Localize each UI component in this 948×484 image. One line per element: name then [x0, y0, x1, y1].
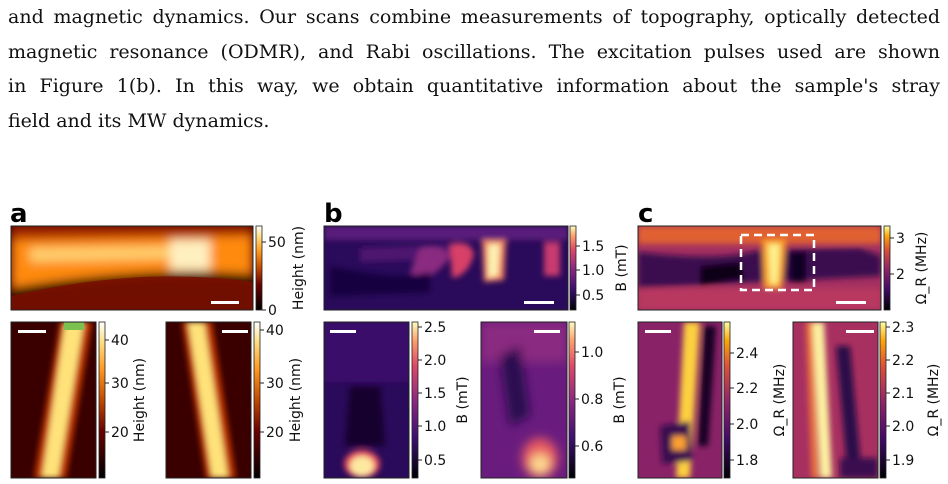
- body-paragraph: and magnetic dynamics. Our scans combine…: [8, 0, 940, 138]
- panel-label-c: c: [638, 199, 653, 229]
- tick-label: 1.0: [581, 345, 603, 361]
- tick-label: 2.4: [736, 346, 758, 362]
- tick-label: 2.2: [736, 381, 758, 397]
- colorbar-label: B (mT): [612, 376, 628, 423]
- tick-label: 2.0: [892, 419, 914, 435]
- tick-label: 0: [268, 303, 277, 319]
- colorbar-label: B (mT): [614, 244, 630, 291]
- rabi-map-top: [638, 226, 881, 310]
- field-map-bottom-left: [324, 322, 409, 478]
- colorbar-tick-marks: [105, 237, 894, 461]
- tick-label: 50: [268, 235, 286, 251]
- tick-label: 30: [111, 376, 129, 392]
- tick-label: 1.5: [424, 386, 446, 402]
- tick-label: 2.2: [892, 353, 914, 369]
- paragraph-line: magnetic resonance (ODMR), and Rabi osci…: [8, 40, 940, 63]
- tick-label: 2.5: [424, 320, 446, 336]
- colorbar-label: Ω_R (MHz): [914, 232, 930, 305]
- tick-label: 2.3: [892, 320, 914, 336]
- colorbar-label: Ω_R (MHz): [772, 364, 788, 437]
- tick-label: 0.5: [582, 288, 604, 304]
- panel-label-b: b: [324, 199, 343, 229]
- rabi-map-bottom-left: [638, 322, 722, 478]
- tick-label: 0.6: [581, 439, 603, 455]
- tick-label: 0.5: [424, 453, 446, 469]
- tick-label: 3: [896, 231, 905, 247]
- paragraph-line: and magnetic dynamics. Our scans combine…: [8, 6, 940, 28]
- tick-label: 2.0: [424, 353, 446, 369]
- tick-label: 1.8: [736, 453, 758, 469]
- colorbar-label: Ω_R (MHz): [926, 364, 942, 437]
- tick-label: 2: [896, 267, 905, 283]
- field-map-top: [324, 226, 568, 310]
- tick-label: 1.0: [424, 419, 446, 435]
- panel-label-a: a: [10, 199, 28, 229]
- tick-label: 20: [266, 425, 284, 441]
- colorbar-label: Height (nm): [132, 358, 148, 442]
- rabi-map-bottom-right: [793, 322, 878, 478]
- paragraph-line: field and its MW dynamics.: [8, 109, 270, 132]
- tick-label: 0.8: [581, 392, 603, 408]
- tick-label: 30: [266, 376, 284, 392]
- tick-label: 1.5: [582, 239, 604, 255]
- colorbars: [98, 225, 891, 479]
- colorbar-label: Height (nm): [291, 226, 307, 310]
- paragraph-line: in Figure 1(b). In this way, we obtain q…: [8, 75, 940, 98]
- colorbar-label: Height (nm): [288, 358, 304, 442]
- tick-label: 2.1: [892, 386, 914, 402]
- field-map-bottom-right: [481, 322, 567, 478]
- tick-label: 40: [266, 323, 284, 339]
- height-map-bottom-left: [11, 322, 96, 478]
- figure-1: a b: [10, 199, 942, 479]
- tick-label: 40: [111, 333, 129, 349]
- tick-label: 2.0: [736, 417, 758, 433]
- height-map-bottom-right: [166, 322, 251, 478]
- height-map-top: [11, 226, 253, 310]
- tick-label: 1.0: [582, 263, 604, 279]
- tick-label: 20: [111, 425, 129, 441]
- tick-label: 1.9: [892, 453, 914, 469]
- colorbar-label: B (mT): [455, 376, 471, 423]
